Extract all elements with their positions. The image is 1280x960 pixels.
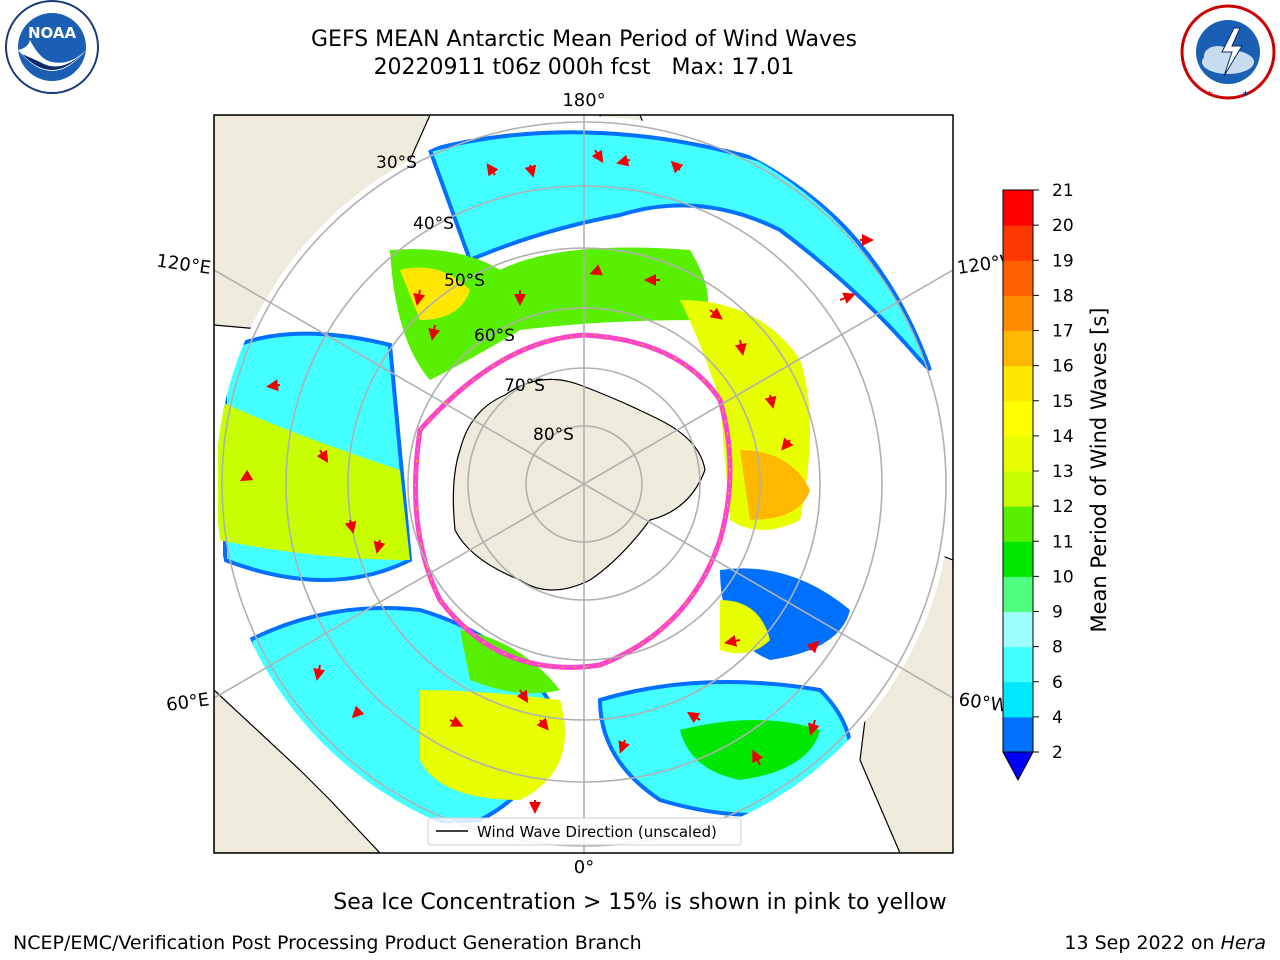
legend-label: Wind Wave Direction (unscaled) <box>477 823 717 841</box>
colorbar-tick-label: 9 <box>1052 603 1063 623</box>
colorbar-level <box>1003 681 1033 718</box>
colorbar-level <box>1003 576 1033 612</box>
sea-ice-note: Sea Ice Concentration > 15% is shown in … <box>333 890 947 915</box>
colorbar-tick-label: 19 <box>1052 251 1074 271</box>
colorbar-tick-label: 10 <box>1052 567 1074 587</box>
colorbar-level <box>1003 611 1033 648</box>
colorbar-tick-label: 20 <box>1052 216 1074 236</box>
footer-date: 13 Sep 2022 on Hera <box>1064 932 1266 954</box>
footer-host: Hera <box>1220 932 1266 954</box>
colorbar-level <box>1003 646 1033 683</box>
colorbar-level <box>1003 190 1033 226</box>
max-value: Max: 17.01 <box>671 55 795 80</box>
lat-label-60s: 60°S <box>474 326 515 346</box>
colorbar-level <box>1003 225 1033 261</box>
colorbar-level <box>1003 400 1033 437</box>
map-title: GEFS MEAN Antarctic Mean Period of Wind … <box>311 27 857 52</box>
colorbar-tick-label: 14 <box>1052 427 1074 447</box>
graticule <box>214 115 953 853</box>
map-legend: Wind Wave Direction (unscaled) <box>427 817 742 846</box>
footer-date-text: 13 Sep 2022 on <box>1064 932 1215 954</box>
lat-label-70s: 70°S <box>504 376 545 396</box>
lon-label-60w: 60°W <box>957 689 1009 717</box>
colorbar-level <box>1003 435 1033 472</box>
colorbar-level <box>1003 365 1033 402</box>
svg-text:★: ★ <box>1242 89 1249 98</box>
svg-text:★: ★ <box>1206 89 1213 98</box>
colorbar-tick-label: 18 <box>1052 286 1074 306</box>
colorbar-tick-label: 8 <box>1052 638 1063 658</box>
colorbar-tick-label: 17 <box>1052 322 1074 342</box>
colorbar-tick-label: 21 <box>1052 181 1074 201</box>
colorbar-tick-label: 11 <box>1052 532 1074 552</box>
lon-label-180: 180° <box>562 90 605 111</box>
lon-label-0: 0° <box>574 857 594 878</box>
footer-credit: NCEP/EMC/Verification Post Processing Pr… <box>13 932 642 954</box>
colorbar-tick-label: 6 <box>1052 673 1063 693</box>
colorbar-tick-label: 4 <box>1052 708 1063 728</box>
colorbar-label: Mean Period of Wind Waves [s] <box>1087 308 1111 633</box>
lon-label-60e: 60°E <box>165 689 211 716</box>
lat-label-80s: 80°S <box>533 425 574 445</box>
map-frame <box>213 114 954 854</box>
colorbar-level <box>1003 330 1033 367</box>
lat-label-30s: 30°S <box>376 153 417 173</box>
lat-label-50s: 50°S <box>444 271 485 291</box>
colorbar-level <box>1003 716 1033 753</box>
noaa-logo-text: NOAA <box>28 24 77 42</box>
colorbar-tick-label: 13 <box>1052 462 1074 482</box>
colorbar-level <box>1003 541 1033 577</box>
forecast-time: 20220911 t06z 000h fcst <box>373 55 651 80</box>
colorbar-tick-label: 16 <box>1052 357 1074 377</box>
colorbar-level <box>1003 471 1033 507</box>
colorbar-under-triangle <box>1002 751 1034 782</box>
lon-label-120e: 120°E <box>155 251 212 279</box>
colorbar-tick-label: 2 <box>1052 743 1063 763</box>
colorbar-level <box>1003 506 1033 542</box>
nws-logo: ★ ★ <box>1180 4 1276 100</box>
colorbar: 2 4 6 8 9 10 11 12 13 14 15 16 17 18 19 20 21 <box>1002 181 1074 782</box>
antarctica <box>413 332 733 670</box>
colorbar-tick-label: 15 <box>1052 392 1074 412</box>
colorbar-level <box>1003 260 1033 296</box>
map-subtitle: 20220911 t06z 000h fcst Max: 17.01 <box>234 54 934 82</box>
wind-wave-arrows <box>239 149 874 814</box>
noaa-logo: NOAA <box>5 0 99 94</box>
colorbar-level <box>1003 295 1033 331</box>
lat-label-40s: 40°S <box>413 214 454 234</box>
colorbar-tick-label: 12 <box>1052 497 1074 517</box>
